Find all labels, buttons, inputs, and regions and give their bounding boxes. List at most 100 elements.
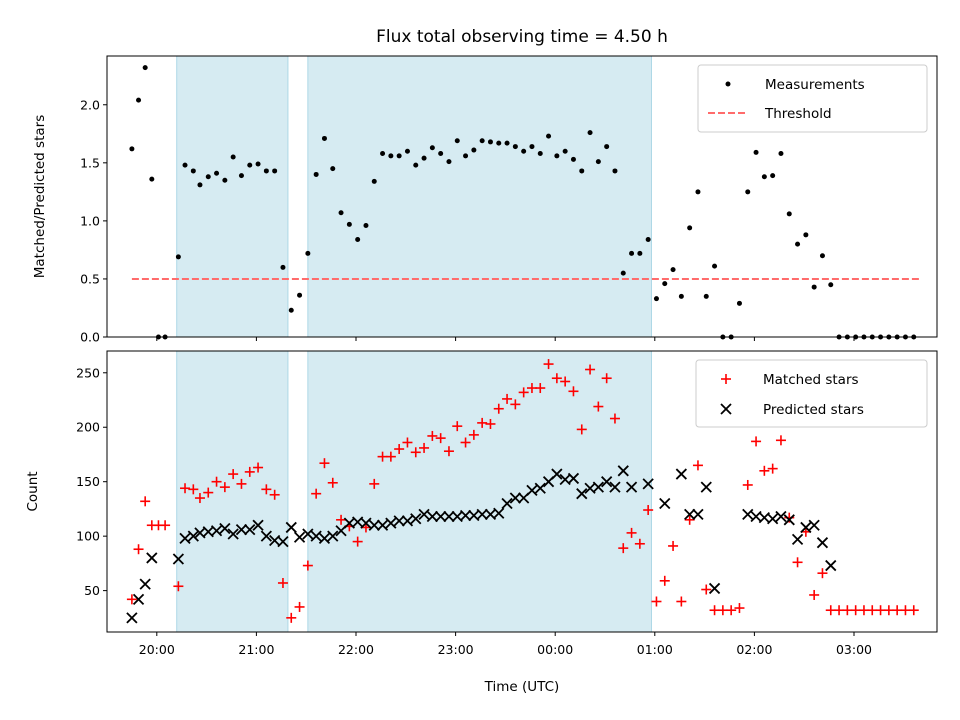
matched-stars-point [643,505,654,516]
matched-stars-point [535,383,546,394]
matched-stars-point [203,487,214,498]
matched-stars-point [269,489,280,500]
predicted-stars-point [393,515,405,527]
measurement-point [828,282,834,288]
predicted-stars-point [368,519,380,531]
measurement-point [595,159,601,165]
matched-stars-point [775,435,786,446]
matched-stars-point [394,444,405,455]
predicted-stars-point [567,472,580,485]
measurement-point [388,153,394,159]
measurement-point [803,232,809,238]
predicted-stars-point [172,553,185,565]
matched-stars-point [352,536,363,547]
measurement-point [205,174,211,180]
predicted-stars-point [260,530,272,542]
predicted-stars-point [808,519,820,531]
top-x-ticks [156,337,855,341]
predicted-stars-point [700,481,712,493]
matched-stars-point [319,458,330,469]
x-tick-label: 20:00 [139,642,175,657]
predicted-stars-point [526,484,538,497]
top-shaded-regions [176,56,652,337]
predicted-stars-point [800,521,812,534]
measurement-point [512,144,518,150]
matched-stars-point [468,429,479,440]
matched-stars-point [236,478,247,489]
measurement-point [778,151,784,157]
measurement-point [687,225,693,231]
predicted-stars-point [493,507,505,519]
matched-stars-point [502,393,513,404]
matched-stars-point [452,421,463,432]
bottom-y-tick-label: 50 [84,583,100,598]
predicted-stars-point [509,492,521,504]
predicted-stars-point [401,515,414,527]
matched-stars-point [419,442,430,453]
measurement-point [214,170,220,176]
measurement-point [330,166,336,172]
bottom-y-axis-label: Count [25,471,41,511]
measurement-point [653,296,659,302]
measurement-point [662,281,668,287]
x-tick-label: 03:00 [836,642,872,657]
predicted-stars-point [187,530,199,542]
top-shaded-region [176,56,288,337]
legend-marker-matched [721,374,731,384]
matched-stars-point [742,479,753,490]
measurement-point [479,138,485,144]
matched-stars-point [510,399,521,410]
measurement-point [338,210,344,216]
predicted-stars-point [675,468,687,480]
predicted-stars-point [360,517,372,529]
top-y-tick-label: 1.5 [80,155,100,170]
predicted-stars-point [791,533,804,546]
measurement-point [504,140,510,146]
matched-stars-point [518,387,529,398]
matched-stars-point [327,477,338,488]
legend-label-measurements: Measurements [765,77,865,93]
matched-stars-point [593,401,604,412]
bottom-axes-frame [106,350,938,633]
measurement-point [255,161,261,167]
bottom-shaded-regions [176,351,652,632]
measurement-point [263,168,269,174]
matched-stars-point [668,540,679,551]
matched-stars-point [211,476,222,487]
measurement-point [175,254,181,260]
measurement-point [190,168,196,174]
measurement-point [570,156,576,162]
measurement-point [305,250,311,256]
matched-stars-point [692,460,703,471]
legend-cross-glyph [720,403,732,415]
x-tick-label: 00:00 [537,642,573,657]
predicted-stars-point [410,513,422,525]
predicted-stars-point [617,465,629,477]
matched-stars-point [311,488,322,499]
matched-stars-point [427,430,438,441]
matched-stars-point [180,483,191,494]
predicted-stars-point [126,612,138,624]
measurement-point [136,97,142,103]
top-y-tick-label: 0.0 [80,330,100,345]
predicted-stars-point [476,508,488,521]
matched-stars-point [568,386,579,397]
matched-stars-point [792,557,803,568]
measurement-point [247,162,253,168]
predicted-stars-point [418,508,430,521]
predicted-stars-point [443,510,455,523]
measurement-point [678,293,684,299]
x-tick-label: 01:00 [637,642,673,657]
top-legend: Measurements Threshold [697,64,928,133]
measurement-point [129,146,135,152]
matched-stars-point [551,373,562,384]
bottom-x-ticks: 20:00 21:00 22:00 23:00 00:00 01:00 02:00 03:00 [139,632,872,657]
measurement-point [554,153,560,159]
matched-stars-point [228,469,239,480]
predicted-stars-point [435,510,447,523]
legend-label-threshold: Threshold [764,106,832,122]
matched-stars-point [219,482,230,493]
matched-stars-point [261,484,272,495]
predicted-stars-point [244,523,256,536]
matched-stars-point [302,560,313,571]
